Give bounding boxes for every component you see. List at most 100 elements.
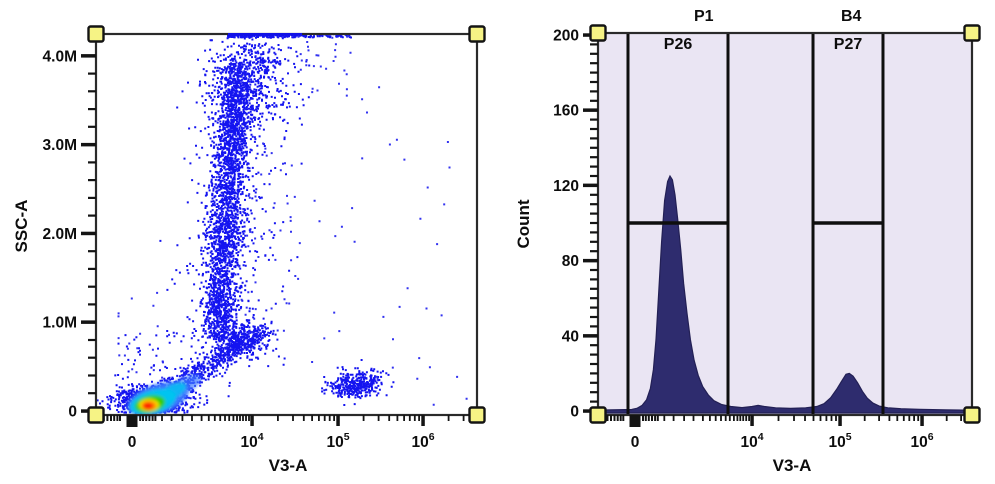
y-tick-label: 120: [553, 178, 579, 195]
gate-corner-handle[interactable]: [963, 406, 981, 424]
x-minor-tick: [777, 415, 780, 421]
scatter-population-positive-cluster-tail: [341, 359, 395, 391]
x-minor-tick: [863, 415, 866, 421]
x-major-tick: [920, 415, 924, 426]
x-tick-label: 0: [631, 434, 640, 451]
x-minor-tick: [733, 415, 735, 421]
x-major-tick: [250, 415, 254, 426]
density-layer-red-core: [142, 402, 154, 410]
x-minor-tick: [200, 415, 203, 421]
x-minor-tick: [724, 415, 727, 421]
x-minor-tick: [908, 415, 911, 421]
x-minor-tick: [709, 415, 711, 421]
gate-title-B4: B4: [841, 8, 862, 25]
x-minor-tick: [207, 415, 210, 421]
x-tick-label: 104: [240, 431, 263, 451]
x-tick-label: 0: [128, 434, 137, 451]
x-minor-tick: [239, 415, 241, 421]
x-minor-tick: [388, 415, 391, 421]
x-minor-tick: [242, 415, 244, 421]
x-minor-tick: [644, 415, 647, 421]
y-major-tick: [583, 108, 598, 112]
y-tick-label: 2.0M: [43, 226, 77, 243]
x-tick-label: 106: [411, 431, 434, 451]
x-minor-tick: [945, 415, 948, 421]
y-minor-tick: [88, 392, 96, 395]
y-minor-tick: [590, 353, 598, 356]
y-major-tick: [81, 142, 96, 147]
gate-corner-handle[interactable]: [468, 25, 486, 43]
gate-corner-handle[interactable]: [87, 25, 105, 43]
x-tick-label: 106: [910, 431, 933, 451]
x-minor-tick: [742, 415, 745, 421]
y-minor-tick: [590, 297, 598, 300]
x-minor-tick: [154, 415, 157, 421]
left-y-axis-title: SSC-A: [12, 200, 31, 253]
y-major-tick: [81, 320, 96, 324]
x-tick-label: 105: [326, 431, 349, 451]
y-minor-tick: [590, 203, 598, 206]
x-minor-tick: [702, 415, 704, 421]
x-major-tick: [750, 415, 754, 426]
x-minor-tick: [418, 415, 420, 421]
scatter-population-plume-upper-spread: [199, 33, 311, 154]
gate-corner-handle[interactable]: [468, 406, 486, 424]
x-minor-tick: [720, 415, 722, 421]
gate-corner-handle[interactable]: [87, 406, 105, 424]
gate-B4[interactable]: B4 P27: [811, 8, 885, 414]
y-minor-tick: [590, 268, 598, 272]
x-minor-tick: [462, 415, 465, 421]
scatter-gate-handles: [87, 25, 486, 424]
gate-corner-handle[interactable]: [963, 24, 981, 42]
y-minor-tick: [88, 356, 96, 359]
x-minor-tick: [377, 415, 380, 421]
x-minor-tick: [116, 415, 119, 421]
y-minor-tick: [88, 72, 96, 75]
gate-title-P1: P1: [694, 8, 714, 25]
scatter-population-plume-halo: [159, 36, 303, 370]
x-minor-tick: [228, 415, 231, 421]
gate-region-label-P26: P26: [664, 36, 693, 53]
x-minor-tick: [311, 415, 313, 421]
y-minor-tick: [590, 315, 598, 319]
gate-corner-handle[interactable]: [589, 24, 607, 42]
y-tick-label: 40: [562, 328, 579, 345]
y-minor-tick: [590, 325, 598, 328]
y-minor-tick: [590, 174, 598, 178]
gate-corner-handle[interactable]: [589, 406, 607, 424]
y-minor-tick: [590, 250, 598, 253]
x-minor-tick: [619, 415, 622, 421]
x-minor-tick: [292, 415, 294, 421]
y-minor-tick: [590, 240, 598, 243]
y-minor-tick: [590, 90, 598, 93]
y-minor-tick: [590, 165, 598, 168]
y-major-tick: [583, 258, 598, 263]
x-minor-tick: [219, 415, 222, 421]
histogram-series: [597, 174, 973, 414]
x-minor-tick: [748, 415, 750, 421]
x-minor-tick: [181, 415, 184, 421]
y-minor-tick: [88, 196, 96, 199]
x-major-tick: [838, 415, 842, 426]
x-minor-tick: [362, 415, 365, 421]
x-minor-tick: [113, 415, 116, 421]
x-minor-tick: [888, 415, 891, 421]
y-major-tick: [583, 183, 598, 188]
x-minor-tick: [728, 415, 731, 421]
x-minor-tick: [622, 415, 625, 421]
overflow-events-line: [228, 33, 303, 36]
x-minor-tick: [902, 415, 905, 421]
x-minor-tick: [245, 415, 247, 421]
y-minor-tick: [590, 212, 598, 215]
y-tick-label: 160: [553, 103, 579, 120]
y-tick-label: 0: [68, 404, 77, 421]
histogram-curve: [597, 174, 973, 414]
x-minor-tick: [672, 415, 675, 421]
y-minor-tick: [88, 214, 96, 217]
x-minor-tick: [647, 415, 650, 421]
x-minor-tick: [739, 415, 742, 421]
y-minor-tick: [590, 80, 598, 84]
x-minor-tick: [110, 415, 112, 421]
x-minor-tick: [106, 415, 109, 421]
